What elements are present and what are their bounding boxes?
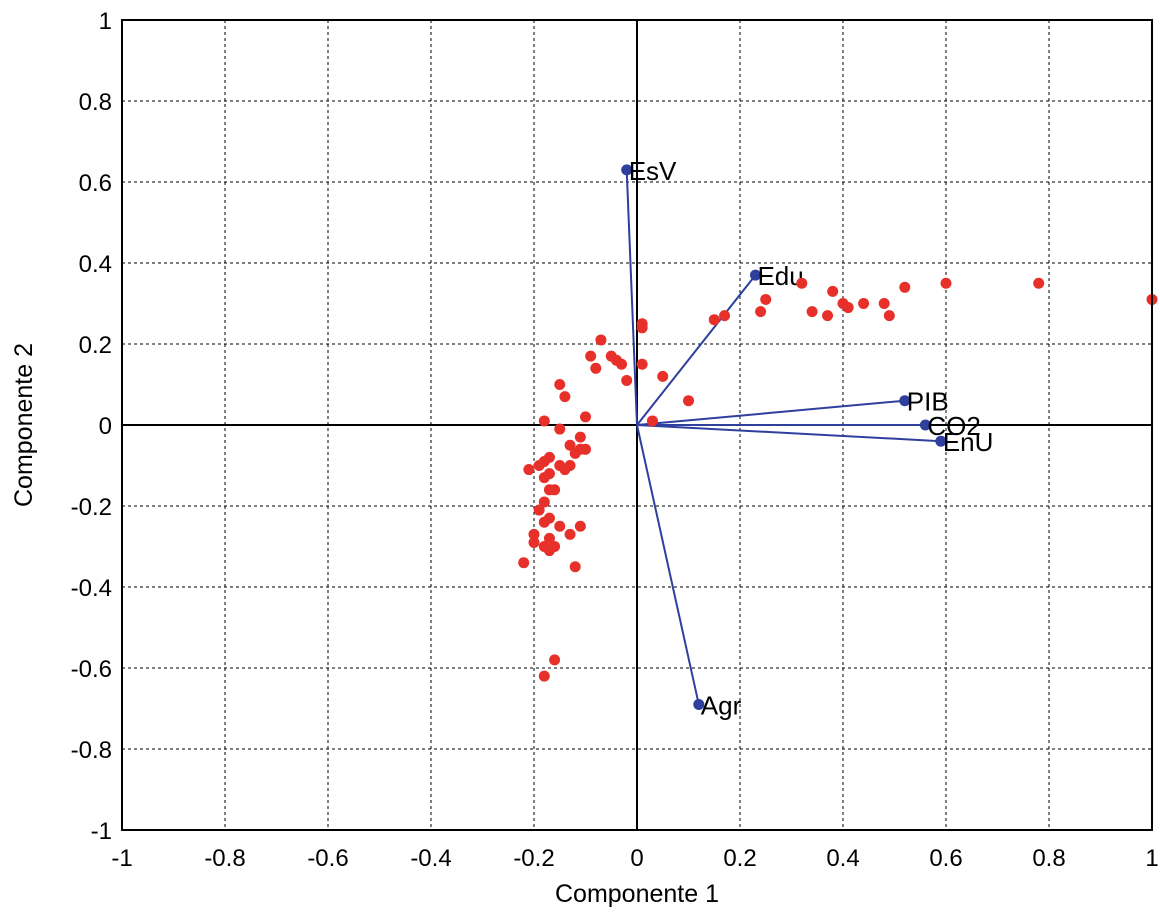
x-axis-label: Componente 1 xyxy=(555,880,719,908)
score-point xyxy=(858,298,870,309)
y-tick-label: -1 xyxy=(91,818,112,845)
vector-tip-edu xyxy=(749,269,761,281)
score-point xyxy=(708,314,720,326)
y-axis-label: Componente 2 xyxy=(10,343,38,507)
score-point xyxy=(554,423,566,435)
vector-tip-enu xyxy=(935,435,947,447)
y-tick-label: -0.4 xyxy=(71,575,112,602)
y-tick-label: 0.6 xyxy=(79,170,112,197)
score-point xyxy=(528,528,540,540)
y-tick-label: 0.4 xyxy=(79,251,112,278)
score-point xyxy=(760,293,772,305)
vector-label-co2: CO2 xyxy=(927,411,980,441)
vector-label-edu: Edu xyxy=(757,261,803,291)
score-point xyxy=(585,350,597,362)
score-point xyxy=(538,415,550,427)
score-point xyxy=(755,306,767,318)
score-point xyxy=(636,358,648,370)
plot-frame xyxy=(121,19,1153,831)
score-point xyxy=(878,298,890,309)
y-tick-label: 0.8 xyxy=(79,89,112,116)
score-point xyxy=(574,520,586,532)
vector-tip-esv xyxy=(621,164,633,176)
y-tick-label: -0.6 xyxy=(71,656,112,683)
score-point xyxy=(538,670,550,682)
score-point xyxy=(683,395,694,407)
score-point xyxy=(646,415,658,427)
score-point xyxy=(719,310,731,322)
vector-label-pib: PIB xyxy=(907,387,949,417)
score-point xyxy=(621,374,633,386)
x-tick-label: 0.4 xyxy=(826,845,859,872)
score-point xyxy=(590,362,602,374)
score-point xyxy=(559,464,571,476)
score-point xyxy=(636,322,648,334)
score-point xyxy=(533,504,545,516)
y-tick-label: -0.2 xyxy=(71,494,112,521)
x-tick-label: -0.2 xyxy=(513,845,554,872)
score-point xyxy=(533,460,545,471)
score-point xyxy=(806,306,818,318)
vector-label-agr: Agr xyxy=(701,690,742,720)
x-tick-label: -0.6 xyxy=(307,845,348,872)
score-point xyxy=(523,464,535,476)
x-tick-label: -0.4 xyxy=(410,845,451,872)
x-tick-label: 0 xyxy=(630,845,643,872)
score-point xyxy=(528,536,540,548)
y-tick-label: 1 xyxy=(99,8,112,35)
score-point xyxy=(554,520,566,532)
score-point xyxy=(538,472,550,484)
score-point xyxy=(574,431,586,443)
score-point xyxy=(549,541,561,552)
x-tick-label: -0.8 xyxy=(204,845,245,872)
vector-tip-pib xyxy=(899,395,911,407)
score-point xyxy=(543,532,555,544)
score-point xyxy=(940,277,952,289)
vector-line-enu xyxy=(636,424,941,443)
x-tick-label: 1 xyxy=(1145,845,1158,872)
vector-line-pib xyxy=(636,399,905,426)
score-point xyxy=(616,358,628,370)
score-point xyxy=(657,370,669,382)
y-tick-label: 0.2 xyxy=(79,332,112,359)
y-tick-label: 0 xyxy=(99,413,112,440)
x-tick-label: 0.8 xyxy=(1032,845,1065,872)
tick-labels: -1 -0.8 -0.6 -0.4 -0.2 0 0.2 0.4 0.6 0.8 1 -1 -0.8 -0… xyxy=(71,8,1159,872)
score-point xyxy=(569,447,581,459)
vector-line-edu xyxy=(636,274,757,426)
score-point xyxy=(822,310,834,322)
score-point xyxy=(1033,277,1045,289)
score-point xyxy=(559,391,571,403)
score-point xyxy=(883,310,895,322)
score-point xyxy=(899,281,911,293)
x-tick-label: 0.6 xyxy=(929,845,962,872)
score-point xyxy=(543,512,555,524)
vector-label-enu: EnU xyxy=(943,427,994,457)
score-point xyxy=(796,277,808,289)
score-point xyxy=(564,439,576,451)
x-tick-label: 0.2 xyxy=(723,845,756,872)
score-point xyxy=(580,411,591,423)
y-tick-label: -0.8 xyxy=(71,737,112,764)
vector-label-esv: EsV xyxy=(629,156,677,186)
vector-tip-agr xyxy=(693,698,705,710)
vector-tip-co2 xyxy=(919,419,931,431)
score-point xyxy=(569,561,581,573)
vector-line-esv xyxy=(625,169,638,426)
score-point xyxy=(554,379,566,390)
score-point xyxy=(827,285,839,297)
score-point xyxy=(538,496,550,508)
score-point xyxy=(543,484,555,496)
score-point xyxy=(595,334,607,346)
vector-line-agr xyxy=(636,424,700,705)
score-point xyxy=(580,443,591,455)
score-points xyxy=(518,277,1158,682)
score-point xyxy=(837,298,849,309)
x-tick-label: -1 xyxy=(111,845,132,872)
score-point xyxy=(549,654,561,666)
score-point xyxy=(564,528,576,540)
score-point xyxy=(518,557,530,569)
